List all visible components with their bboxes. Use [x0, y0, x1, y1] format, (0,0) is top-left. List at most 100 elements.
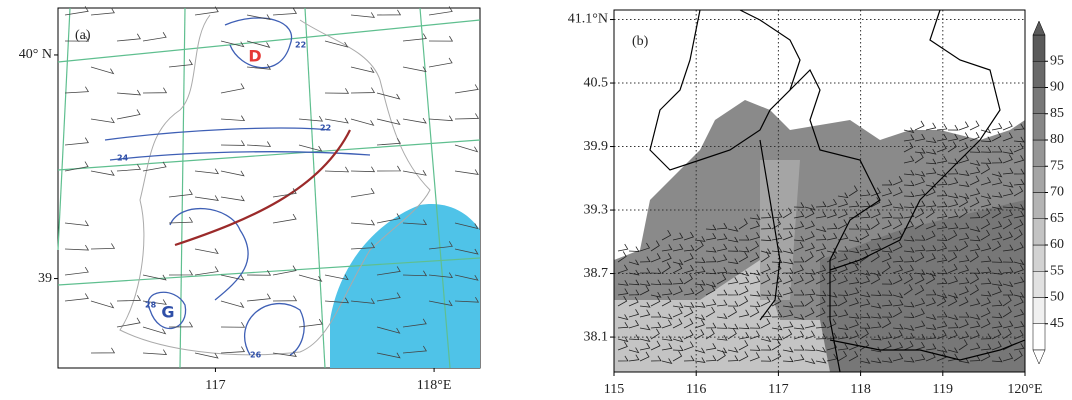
wind-barb: [980, 243, 992, 252]
wind-barb: [870, 243, 882, 252]
wind-barb: [958, 296, 969, 307]
wind-barb: [837, 324, 849, 331]
wind-barb: [925, 314, 937, 320]
wind-barb: [859, 211, 871, 219]
wind-barb: [350, 118, 375, 126]
wind-barb: [848, 319, 859, 329]
wind-barb: [980, 136, 992, 143]
wind-barb: [991, 192, 1003, 198]
wind-barb: [859, 270, 871, 276]
wind-barb: [947, 275, 959, 285]
wind-barb: [727, 328, 737, 340]
wind-barb: [870, 197, 881, 208]
wind-barb: [760, 344, 772, 351]
wind-barb: [958, 196, 969, 208]
wind-barb: [925, 148, 937, 155]
wind-barb: [661, 319, 672, 329]
wind-barb: [628, 319, 640, 329]
wind-barb: [771, 334, 783, 341]
wind-barb: [947, 296, 958, 307]
wind-barb: [969, 212, 981, 219]
wind-barb: [661, 253, 672, 263]
wind-barb: [870, 312, 882, 319]
wind-barb: [881, 299, 893, 307]
wind-barb: [859, 275, 871, 285]
wind-barb: [1002, 328, 1012, 340]
wind-barb: [815, 264, 827, 274]
wind-barb: [969, 268, 981, 274]
colorbar-label: 55: [1050, 263, 1064, 278]
wind-barb: [738, 309, 750, 318]
wind-barb: [650, 279, 662, 286]
wind-barb: [815, 201, 827, 208]
y-tick-label: 40° N: [19, 47, 52, 62]
wind-barb: [650, 321, 662, 329]
wind-barb: [793, 202, 805, 208]
wind-barb: [991, 269, 1003, 275]
wind-barb: [246, 293, 271, 302]
wind-barb: [947, 245, 959, 252]
wind-barb: [815, 346, 827, 353]
wind-barb: [90, 347, 116, 354]
wind-barb: [760, 336, 772, 343]
wind-barb: [1002, 188, 1014, 197]
wind-barb: [1013, 343, 1025, 351]
wind-barb: [639, 285, 650, 296]
wind-barb: [376, 92, 401, 100]
wind-barb: [914, 298, 926, 307]
wind-barb: [782, 275, 793, 285]
wind-barb: [760, 251, 770, 263]
wind-barb: [914, 133, 926, 142]
wind-barb: [914, 147, 926, 154]
sea: [330, 204, 480, 368]
wind-barb: [881, 317, 892, 329]
wind-barb: [848, 297, 859, 307]
wind-barb: [272, 265, 297, 276]
wind-barb: [903, 246, 915, 253]
wind-barb: [947, 192, 959, 199]
y-tick-label: 38.7: [584, 266, 609, 281]
wind-barb: [826, 232, 838, 241]
wind-barb: [376, 352, 401, 359]
wind-barb: [716, 243, 728, 252]
wind-barb: [1002, 218, 1013, 230]
wind-barb: [661, 262, 671, 274]
wind-barb: [980, 176, 992, 186]
wind-barb: [716, 323, 728, 329]
wind-barb: [661, 358, 673, 365]
wind-barb: [683, 341, 694, 351]
wind-barb: [694, 266, 706, 274]
wind-barb: [272, 8, 298, 16]
wind-barb: [168, 189, 193, 198]
wind-barb: [771, 276, 783, 285]
wind-barb: [694, 314, 706, 321]
wind-barb: [738, 246, 750, 253]
wind-barb: [980, 229, 991, 241]
wind-barb: [848, 330, 859, 340]
wind-barb: [870, 208, 881, 219]
wind-barb: [936, 242, 948, 252]
wind-barb: [716, 334, 728, 341]
wind-barb: [892, 292, 904, 299]
wind-barb: [969, 355, 981, 362]
wind-barb: [793, 235, 805, 242]
wind-barb: [969, 284, 979, 296]
wind-barb: [903, 264, 915, 274]
wind-barb: [892, 323, 904, 330]
wind-barb: [804, 242, 815, 252]
wind-barb: [936, 311, 948, 318]
wind-barb: [246, 40, 271, 48]
wind-barb: [793, 221, 805, 230]
wind-barb: [980, 199, 992, 208]
colorbar-label: 75: [1050, 158, 1064, 173]
wind-barb: [925, 187, 936, 197]
wind-barb: [220, 322, 246, 328]
wind-barb: [672, 278, 684, 285]
wind-barb: [914, 200, 926, 208]
wind-barb: [837, 219, 848, 230]
wind-barb: [749, 307, 760, 318]
wind-barb: [727, 258, 739, 265]
wind-barb: [903, 191, 915, 198]
wind-barb: [749, 290, 761, 297]
wind-barb: [991, 146, 1003, 153]
